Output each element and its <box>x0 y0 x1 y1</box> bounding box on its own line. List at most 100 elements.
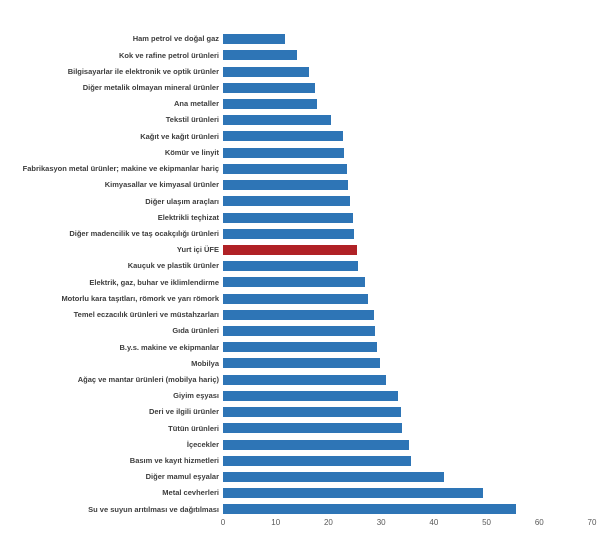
bar-track <box>223 131 592 142</box>
bar-row: Kimyasallar ve kimyasal ürünler <box>0 177 600 193</box>
bar <box>223 390 398 401</box>
bar-track <box>223 277 592 288</box>
bar <box>223 293 369 304</box>
bar <box>223 455 411 466</box>
category-label: Ana metaller <box>173 99 219 109</box>
bar-track <box>223 309 592 320</box>
bar-track <box>223 163 592 174</box>
bar-row: Tütün ürünleri <box>0 420 600 436</box>
bar-row: Ham petrol ve doğal gaz <box>0 31 600 47</box>
bar-track <box>223 390 592 401</box>
bar <box>223 504 517 515</box>
bar-row: Diğer mamul eşyalar <box>0 469 600 485</box>
x-tick-label: 20 <box>323 518 333 527</box>
x-tick-label: 50 <box>482 518 492 527</box>
category-label: Su ve suyun arıtılması ve dağıtılması <box>88 504 219 514</box>
bar-row: Giyim eşyası <box>0 388 600 404</box>
bar <box>223 228 355 239</box>
bar-track <box>223 439 592 450</box>
category-label: Basım ve kayıt hizmetleri <box>129 456 219 466</box>
bar <box>223 407 402 418</box>
bar-row: Temel eczacılık ürünleri ve müstahzarlar… <box>0 307 600 323</box>
bar-row: Kok ve rafine petrol ürünleri <box>0 47 600 63</box>
x-tick-label: 30 <box>376 518 386 527</box>
bar-track <box>223 488 592 499</box>
bar-track <box>223 115 592 126</box>
x-tick-label: 0 <box>220 518 226 527</box>
category-label: Yurt içi ÜFE <box>176 245 219 255</box>
bar-row: Yurt içi ÜFE <box>0 242 600 258</box>
bar-track <box>223 98 592 109</box>
bar <box>223 196 351 207</box>
bar <box>223 82 316 93</box>
bar-track <box>223 180 592 191</box>
category-label: Kimyasallar ve kimyasal ürünler <box>104 180 219 190</box>
bar-row: Mobilya <box>0 355 600 371</box>
bar-row: Bilgisayarlar ile elektronik ve optik ür… <box>0 63 600 79</box>
bar <box>223 374 386 385</box>
bar-row: B.y.s. makine ve ekipmanlar <box>0 339 600 355</box>
x-tick-label: 60 <box>534 518 544 527</box>
bar-track <box>223 228 592 239</box>
chart-rows: Ham petrol ve doğal gaz Kok ve rafine pet… <box>0 31 600 518</box>
bar-row: Su ve suyun arıtılması ve dağıtılması <box>0 501 600 517</box>
bar-row: Elektrikli teçhizat <box>0 209 600 225</box>
bar-row: Kauçuk ve plastik ürünler <box>0 258 600 274</box>
bar-track <box>223 326 592 337</box>
bar-row: Basım ve kayıt hizmetleri <box>0 453 600 469</box>
category-label: Gıda ürünleri <box>172 326 219 336</box>
bar <box>223 115 332 126</box>
bar <box>223 50 298 61</box>
bar <box>223 66 309 77</box>
category-label: Bilgisayarlar ile elektronik ve optik ür… <box>67 66 219 76</box>
bar-track <box>223 342 592 353</box>
bar <box>223 131 344 142</box>
bar-track <box>223 82 592 93</box>
bar-row: Kağıt ve kağıt ürünleri <box>0 128 600 144</box>
bar <box>223 98 318 109</box>
category-label: Mobilya <box>191 358 219 368</box>
bar <box>223 277 365 288</box>
bar-row: Gıda ürünleri <box>0 323 600 339</box>
bar-track <box>223 504 592 515</box>
bar-row: Deri ve ilgili ürünler <box>0 404 600 420</box>
x-axis: 0 10 20 30 40 50 60 70 <box>220 518 597 537</box>
bar-track <box>223 472 592 483</box>
bar <box>223 163 347 174</box>
category-label: Elektrik, gaz, buhar ve iklimlendirme <box>89 277 219 287</box>
bar-track <box>223 374 592 385</box>
bar-row: Diğer ulaşım araçları <box>0 193 600 209</box>
bar-track <box>223 293 592 304</box>
category-label: Fabrikasyon metal ürünler; makine ve eki… <box>22 164 219 174</box>
bar <box>223 342 378 353</box>
bar-track <box>223 34 592 45</box>
category-label: Diğer mamul eşyalar <box>145 472 219 482</box>
bar-row: Metal cevherleri <box>0 485 600 501</box>
bar <box>223 180 348 191</box>
category-label: Diğer ulaşım araçları <box>145 196 219 206</box>
bar-row: Tekstil ürünleri <box>0 112 600 128</box>
bar <box>223 472 445 483</box>
bar-row: Diğer madencilik ve taş ocakçılığı ürünl… <box>0 226 600 242</box>
x-tick-label: 70 <box>587 518 597 527</box>
x-tick-label: 10 <box>271 518 281 527</box>
bar-row: Diğer metalik olmayan mineral ürünler <box>0 80 600 96</box>
category-label: Kağıt ve kağıt ürünleri <box>140 131 219 141</box>
bar <box>223 147 344 158</box>
category-label: Elektrikli teçhizat <box>157 212 219 222</box>
category-label: Deri ve ilgili ürünler <box>148 407 219 417</box>
bar-row: İçecekler <box>0 436 600 452</box>
bar-row: Elektrik, gaz, buhar ve iklimlendirme <box>0 274 600 290</box>
bar-track <box>223 50 592 61</box>
bar-track <box>223 147 592 158</box>
x-tick-label: 40 <box>429 518 439 527</box>
bar <box>223 423 402 434</box>
bar-row: Kömür ve linyit <box>0 145 600 161</box>
bar <box>223 439 410 450</box>
category-label: Diğer metalik olmayan mineral ürünler <box>82 83 219 93</box>
bar-track <box>223 455 592 466</box>
bar-track <box>223 407 592 418</box>
bar-row: Ağaç ve mantar ürünleri (mobilya hariç) <box>0 372 600 388</box>
bar <box>223 326 375 337</box>
